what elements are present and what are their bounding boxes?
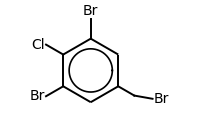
Text: Br: Br xyxy=(83,4,98,18)
Text: Br: Br xyxy=(153,92,169,106)
Text: Cl: Cl xyxy=(32,38,45,52)
Text: Br: Br xyxy=(30,89,45,103)
